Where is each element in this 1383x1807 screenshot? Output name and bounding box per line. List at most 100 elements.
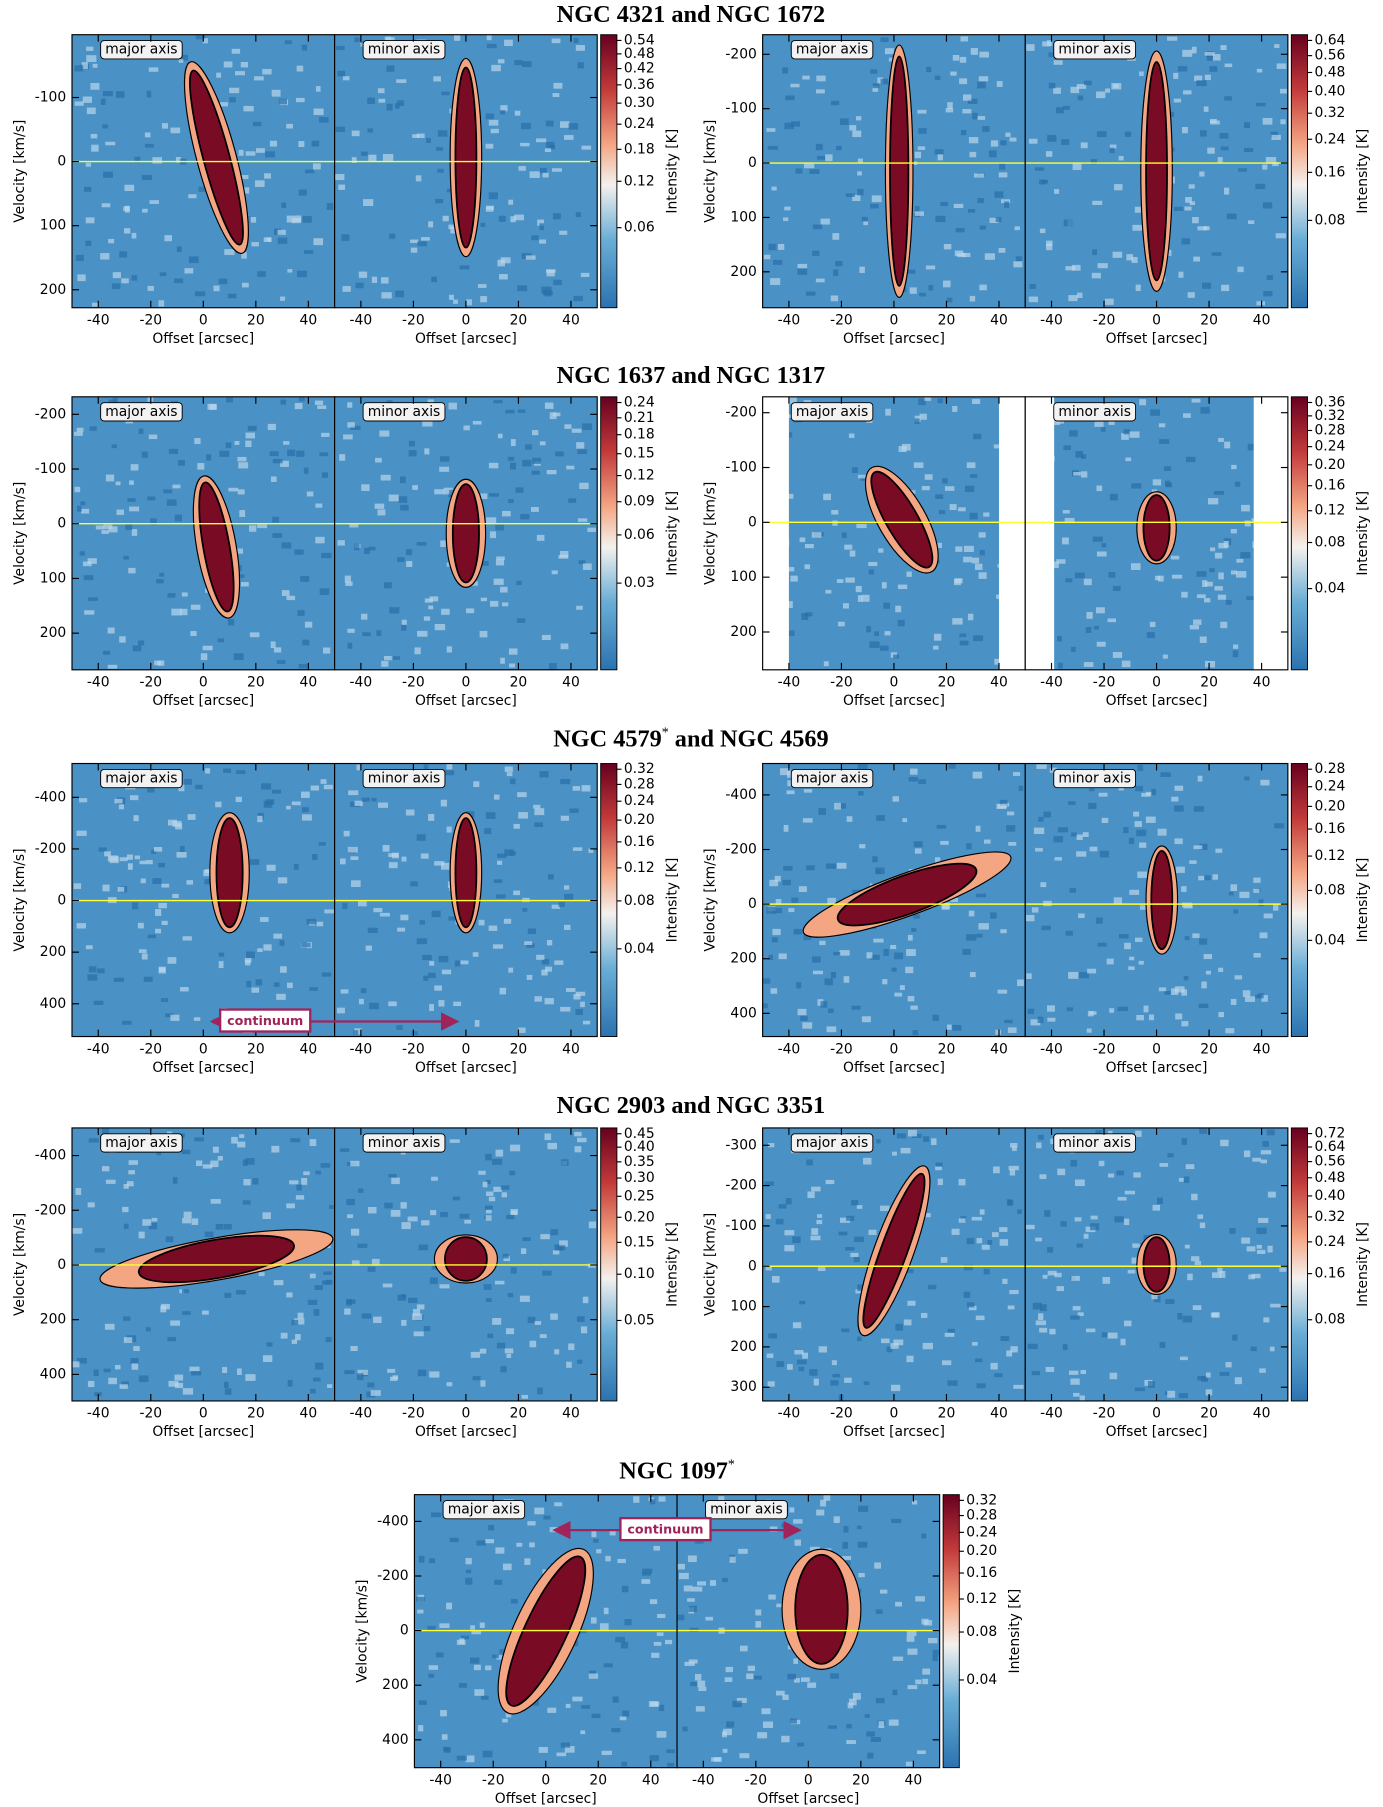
noise: [900, 1147, 911, 1154]
noise: [1099, 850, 1109, 858]
noise: [371, 276, 378, 283]
noise: [327, 1384, 333, 1388]
noise: [1070, 86, 1080, 94]
noise: [1171, 988, 1179, 995]
noise: [505, 1328, 515, 1335]
noise: [209, 404, 217, 410]
noise: [517, 285, 528, 292]
noise: [1139, 905, 1149, 910]
noise: [943, 244, 952, 250]
noise: [271, 1145, 280, 1153]
noise: [345, 581, 353, 586]
noise: [224, 1292, 232, 1298]
y-tick-label: 100: [730, 569, 756, 585]
noise: [213, 285, 220, 292]
colorbar-tick-label: 0.64: [1314, 32, 1345, 48]
noise: [1072, 163, 1082, 171]
noise: [1175, 1013, 1183, 1020]
noise: [1123, 1218, 1130, 1226]
x-axis-label: Offset [arcsec]: [415, 331, 517, 347]
noise: [857, 1284, 865, 1292]
noise: [166, 499, 177, 506]
noise: [396, 79, 407, 83]
noise: [1183, 90, 1192, 95]
colorbar-tick-label: 0.45: [624, 1126, 655, 1142]
noise: [1213, 490, 1225, 495]
noise: [951, 1228, 960, 1235]
noise: [1035, 1237, 1042, 1242]
noise: [496, 1655, 503, 1660]
noise: [858, 791, 864, 796]
noise: [1280, 88, 1287, 94]
noise: [301, 942, 311, 948]
noise: [89, 426, 97, 431]
noise: [783, 217, 789, 222]
noise: [1194, 1260, 1202, 1265]
noise: [1132, 224, 1143, 231]
noise: [418, 1244, 429, 1251]
noise: [1210, 1312, 1219, 1318]
noise: [401, 1319, 407, 1326]
noise: [397, 100, 404, 107]
noise: [85, 217, 95, 224]
y-tick-label: 200: [40, 1312, 66, 1328]
noise: [922, 1342, 933, 1350]
noise: [408, 440, 415, 447]
noise: [423, 616, 431, 621]
noise: [553, 279, 562, 286]
noise: [405, 809, 415, 816]
colorbar: [942, 1494, 960, 1769]
noise: [459, 265, 470, 270]
noise: [342, 902, 348, 910]
noise: [566, 1361, 572, 1368]
noise: [1279, 1267, 1287, 1272]
noise: [370, 1390, 381, 1396]
noise: [1232, 650, 1239, 658]
noise: [418, 1555, 425, 1563]
panel-label: major axis: [105, 771, 177, 787]
noise: [351, 880, 361, 887]
noise: [907, 996, 915, 1002]
noise: [344, 575, 351, 583]
noise: [1240, 552, 1251, 559]
noise: [482, 1181, 488, 1188]
noise: [897, 584, 908, 590]
noise: [1218, 542, 1228, 549]
noise: [128, 567, 136, 574]
noise: [591, 1530, 597, 1538]
noise: [1095, 607, 1105, 614]
noise: [287, 269, 293, 273]
noise: [488, 462, 499, 469]
noise: [474, 1689, 485, 1696]
noise: [251, 242, 259, 247]
emission-core: [198, 481, 235, 613]
noise: [504, 1348, 514, 1354]
noise: [196, 1160, 203, 1167]
noise: [434, 489, 445, 495]
x-axis-label: Offset [arcsec]: [1106, 693, 1208, 709]
noise: [417, 1369, 427, 1377]
noise: [797, 1742, 804, 1747]
noise: [73, 883, 82, 889]
noise: [722, 1577, 728, 1583]
noise: [962, 94, 972, 101]
noise: [189, 1366, 200, 1372]
noise: [495, 524, 504, 531]
noise: [373, 908, 383, 913]
noise: [1080, 142, 1088, 149]
noise: [803, 933, 812, 941]
noise: [942, 902, 951, 910]
noise: [338, 184, 346, 190]
noise: [262, 1355, 273, 1363]
noise: [144, 132, 151, 138]
noise: [1058, 662, 1063, 669]
noise: [438, 955, 449, 963]
noise: [183, 1211, 192, 1219]
noise: [976, 933, 983, 938]
noise: [478, 1170, 486, 1175]
noise: [917, 146, 926, 150]
noise: [897, 619, 905, 627]
noise: [378, 98, 386, 103]
noise: [322, 647, 331, 654]
noise: [1109, 144, 1117, 149]
